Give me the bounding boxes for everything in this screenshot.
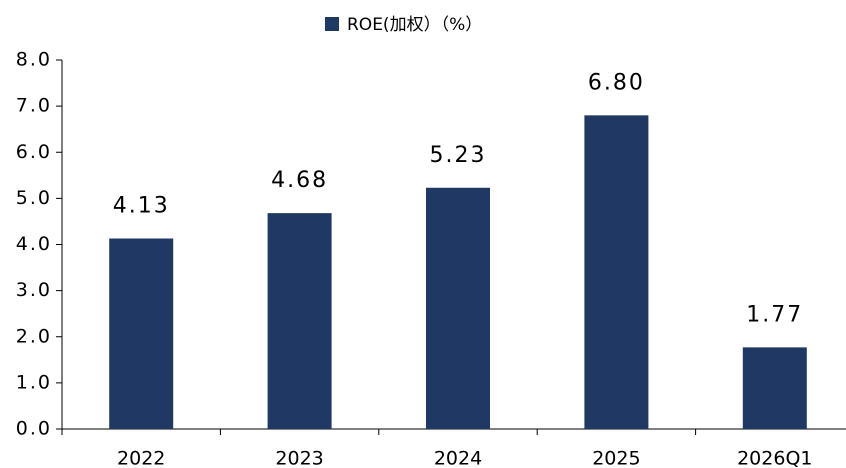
y-tick-label: 0.0 bbox=[16, 418, 52, 440]
value-label: 4.68 bbox=[271, 168, 328, 193]
bar bbox=[742, 347, 807, 429]
bar bbox=[267, 213, 332, 429]
x-tick-label: 2024 bbox=[434, 448, 482, 468]
y-tick-label: 8.0 bbox=[16, 49, 52, 71]
x-tick-label: 2025 bbox=[592, 448, 640, 468]
value-label: 5.23 bbox=[430, 143, 487, 168]
legend-swatch bbox=[325, 17, 339, 31]
bar bbox=[584, 115, 649, 429]
x-tick-label: 2026Q1 bbox=[737, 448, 812, 468]
bar bbox=[109, 238, 174, 429]
y-tick-label: 6.0 bbox=[16, 141, 52, 163]
y-tick-label: 7.0 bbox=[16, 95, 52, 117]
value-label: 6.80 bbox=[588, 70, 645, 95]
y-tick-label: 5.0 bbox=[16, 187, 52, 209]
x-tick-label: 2022 bbox=[117, 448, 165, 468]
y-tick-label: 3.0 bbox=[16, 279, 52, 301]
value-label: 4.13 bbox=[113, 194, 170, 219]
value-label: 1.77 bbox=[746, 302, 803, 327]
y-tick-label: 1.0 bbox=[16, 371, 52, 393]
bar bbox=[426, 187, 490, 429]
x-tick-label: 2023 bbox=[275, 448, 323, 468]
y-tick-label: 2.0 bbox=[16, 325, 52, 347]
y-tick-label: 4.0 bbox=[16, 233, 52, 255]
legend-label: ROE(加权）（%） bbox=[347, 15, 482, 35]
